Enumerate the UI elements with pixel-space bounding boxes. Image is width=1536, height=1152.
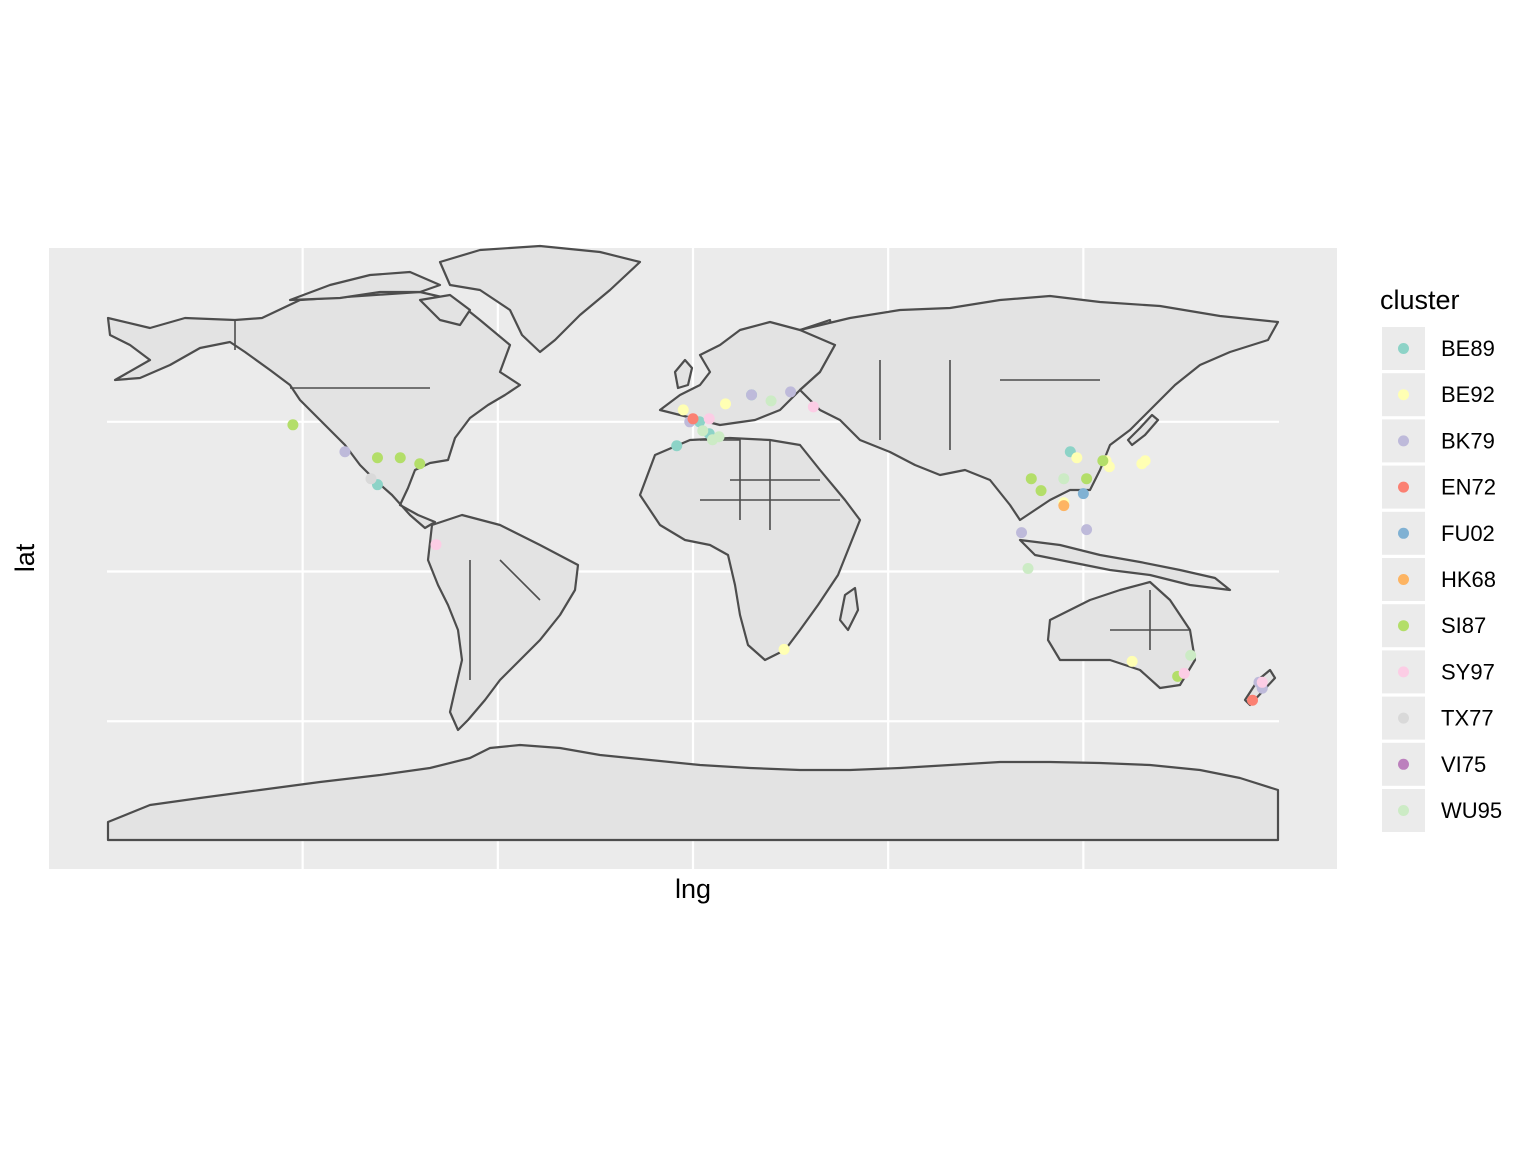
point-wu95 — [713, 431, 725, 443]
x-axis-title: lng — [675, 874, 711, 904]
point-en72 — [687, 413, 699, 425]
point-bk79 — [1016, 527, 1028, 539]
point-wu95 — [1185, 649, 1197, 661]
point-be92 — [677, 404, 689, 416]
legend-item-sy97: SY97 — [1382, 650, 1495, 694]
legend-item-hk68: HK68 — [1382, 558, 1496, 601]
point-hk68 — [1058, 500, 1070, 512]
point-si87 — [287, 419, 299, 431]
legend-item-si87: SI87 — [1382, 604, 1486, 648]
legend-key-dot — [1398, 435, 1409, 447]
point-si87 — [1081, 473, 1093, 485]
legend-label: WU95 — [1441, 798, 1502, 823]
y-axis-title: lat — [10, 543, 40, 572]
legend-label: FU02 — [1441, 521, 1495, 546]
legend-label: BE89 — [1441, 336, 1495, 361]
legend-key-dot — [1398, 805, 1409, 816]
legend-label: VI75 — [1441, 752, 1486, 777]
point-si87 — [1035, 485, 1047, 497]
point-sy97 — [703, 413, 715, 425]
legend-item-vi75: VI75 — [1382, 742, 1486, 786]
point-be92 — [1071, 452, 1083, 464]
point-wu95 — [765, 395, 777, 407]
point-si87 — [1097, 455, 1109, 467]
legend-key-dot — [1398, 666, 1409, 678]
legend-item-be92: BE92 — [1382, 373, 1495, 417]
point-tx77 — [365, 473, 377, 485]
point-wu95 — [697, 425, 709, 437]
legend-item-bk79: BK79 — [1382, 419, 1495, 463]
point-be92 — [720, 398, 732, 410]
point-si87 — [394, 452, 406, 464]
point-sy97 — [807, 401, 819, 413]
legend-key-dot — [1398, 389, 1409, 401]
legend-label: TX77 — [1441, 706, 1494, 731]
legend-key-dot — [1398, 343, 1409, 354]
point-sy97 — [1256, 676, 1268, 688]
point-bk79 — [1081, 524, 1093, 536]
legend: cluster BE89 BE92 BK79 EN72 FU02 HK68 SI87 SY97… — [1380, 285, 1502, 832]
point-bk79 — [339, 446, 351, 458]
legend-title: cluster — [1380, 285, 1460, 315]
legend-label: SY97 — [1441, 659, 1495, 684]
legend-item-fu02: FU02 — [1382, 511, 1495, 555]
legend-items: BE89 BE92 BK79 EN72 FU02 HK68 SI87 SY97 TX77 VI75… — [1382, 327, 1502, 832]
legend-key-dot — [1398, 527, 1409, 539]
point-bk79 — [746, 389, 758, 401]
point-sy97 — [430, 539, 442, 551]
point-fu02 — [1077, 488, 1089, 500]
legend-item-be89: BE89 — [1382, 327, 1495, 370]
legend-key-dot — [1398, 620, 1409, 632]
legend-key-dot — [1398, 481, 1409, 493]
legend-label: HK68 — [1441, 567, 1496, 592]
legend-label: SI87 — [1441, 613, 1486, 638]
legend-item-en72: EN72 — [1382, 465, 1496, 509]
point-be89 — [671, 440, 683, 452]
point-si87 — [1025, 473, 1037, 485]
legend-label: BE92 — [1441, 382, 1495, 407]
point-en72 — [1246, 694, 1258, 706]
point-si87 — [414, 458, 426, 470]
point-wu95 — [1022, 563, 1034, 575]
legend-item-tx77: TX77 — [1382, 696, 1494, 740]
data-points — [287, 386, 1268, 706]
legend-key-dot — [1398, 574, 1409, 585]
legend-label: BK79 — [1441, 428, 1495, 453]
point-sy97 — [1178, 667, 1190, 679]
legend-key-dot — [1398, 712, 1409, 724]
point-bk79 — [785, 386, 797, 398]
point-be92 — [1126, 655, 1138, 667]
point-be92 — [778, 643, 790, 655]
legend-key-dot — [1398, 758, 1409, 770]
point-si87 — [371, 452, 383, 464]
world-land-outlines — [106, 244, 1280, 842]
point-be92 — [1139, 455, 1151, 467]
legend-label: EN72 — [1441, 475, 1496, 500]
legend-item-wu95: WU95 — [1382, 789, 1502, 832]
point-wu95 — [1058, 473, 1070, 485]
